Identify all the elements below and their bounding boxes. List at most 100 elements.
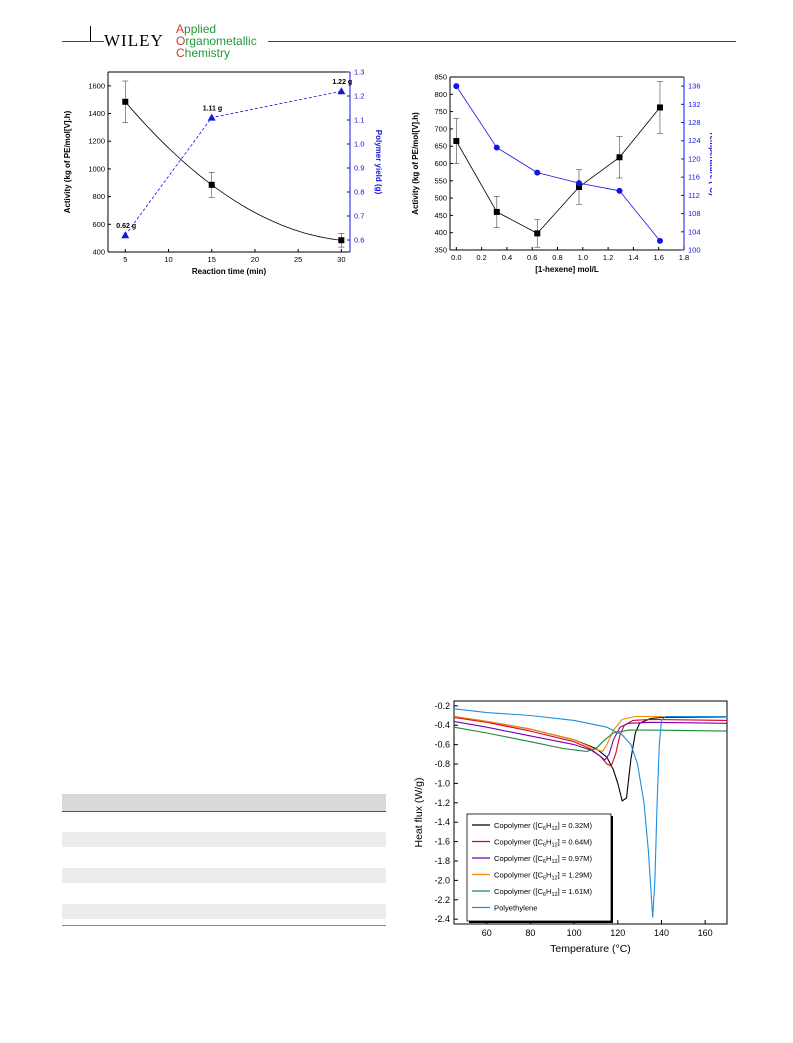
journal-line-1: Applied	[176, 22, 217, 36]
y2-tick-label: 0.9	[354, 164, 364, 173]
y-tick-label: 450	[434, 211, 447, 220]
series-line	[455, 107, 661, 234]
data-point-square	[493, 208, 500, 215]
y2-tick-label: 120	[688, 154, 701, 163]
journal-line-2: Organometallic	[176, 34, 257, 48]
y2-tick-label: 1.0	[354, 140, 364, 149]
x-tick-label: 15	[208, 255, 216, 264]
x-tick-label: 120	[610, 928, 625, 938]
series-line	[124, 90, 342, 236]
data-point-square	[576, 184, 583, 191]
chart-activity-vs-time: 5 10 15 20 25 30 400 600 800 1000 1200 1400 1600 0.6 0…	[63, 68, 383, 277]
header-rule-right	[268, 41, 736, 42]
legend-entry: Polyethylene	[494, 904, 537, 913]
y-tick-label: 550	[434, 176, 447, 185]
y-tick-label: 400	[434, 228, 447, 237]
x-tick-label: 5	[123, 255, 127, 264]
legend-entry: Copolymer ([C6H12] = 1.61M)	[494, 887, 592, 898]
journal-header: WILEY Applied Organometallic Chemistry	[0, 0, 793, 60]
y2-tick-label: 0.8	[354, 188, 364, 197]
y-tick-label: 1600	[88, 81, 105, 90]
header-rule-left	[62, 41, 104, 42]
series-line	[453, 715, 728, 752]
y2-tick-label: 1.3	[354, 68, 364, 77]
data-label: 0.62 g	[116, 223, 136, 230]
y-tick-label: 1000	[88, 164, 105, 173]
y2-tick-label: 1.1	[354, 116, 364, 125]
y-tick-label: -1.2	[434, 798, 450, 808]
x-tick-label: 0.4	[502, 253, 512, 262]
data-point-square	[616, 154, 623, 161]
data-point-triangle	[337, 87, 346, 95]
x-tick-label: 140	[654, 928, 669, 938]
y-tick-label: 500	[434, 194, 447, 203]
plot-frame	[453, 700, 728, 925]
legend-entry: Copolymer ([C6H12] = 0.32M)	[494, 821, 592, 832]
x-tick-label: 0.0	[451, 253, 461, 262]
x-tick-label: 0.6	[527, 253, 537, 262]
y-tick-label: -1.4	[434, 817, 450, 827]
y-tick-label: -2.2	[434, 895, 450, 905]
data-point-circle	[453, 83, 460, 90]
y2-tick-label: 124	[688, 136, 701, 145]
y2-tick-label: 1.2	[354, 92, 364, 101]
y-tick-label: 800	[434, 90, 447, 99]
data-point-circle	[493, 144, 500, 151]
y2-tick-label: 0.7	[354, 212, 364, 221]
y-tick-label: -0.6	[434, 740, 450, 750]
y-tick-label: 800	[92, 192, 105, 201]
data-label: 1.22 g	[332, 79, 352, 86]
data-point-square	[208, 181, 215, 188]
journal-name: Applied Organometallic Chemistry	[176, 23, 257, 59]
y2-tick-label: 128	[688, 118, 701, 127]
series-line	[455, 85, 661, 242]
legend-entry: Copolymer ([C6H12] = 0.64M)	[494, 838, 592, 849]
y-tick-label: -1.0	[434, 778, 450, 788]
y2-axis-label: Polymer yield (g)	[374, 130, 383, 195]
y-tick-label: -2.4	[434, 914, 450, 924]
table-row-band	[62, 832, 386, 847]
table-stub	[62, 794, 386, 926]
data-point-circle	[656, 237, 663, 244]
x-axis-label: [1-hexene] mol/L	[535, 265, 599, 274]
x-tick-label: 60	[482, 928, 492, 938]
data-point-square	[534, 230, 541, 237]
y-tick-label: 600	[92, 220, 105, 229]
y2-tick-label: 116	[688, 173, 700, 182]
y-tick-label: 1400	[88, 109, 105, 118]
table-bottom-rule	[62, 925, 386, 926]
data-point-square	[338, 237, 345, 244]
data-point-circle	[616, 187, 623, 194]
data-point-square	[453, 138, 460, 145]
x-tick-label: 160	[698, 928, 713, 938]
x-tick-label: 1.8	[679, 253, 689, 262]
data-point-triangle	[207, 113, 216, 121]
journal-line-3: Chemistry	[176, 46, 231, 60]
y-tick-label: 850	[434, 73, 447, 82]
y2-axis-label: Temperature (°C)	[708, 131, 712, 196]
x-axis-label: Temperature (°C)	[550, 943, 631, 955]
legend-box	[466, 813, 612, 922]
publisher-logo: WILEY	[104, 31, 164, 50]
y-tick-label: 350	[434, 246, 447, 255]
y-tick-label: 700	[434, 124, 447, 133]
y-tick-label: 650	[434, 142, 447, 151]
y-axis-label: Activity (kg of PE/mol[V].h)	[412, 112, 420, 215]
y-tick-label: -1.6	[434, 837, 450, 847]
chart-dsc-heat-flux: 60 80 100 120 140 160 -0.2 -0.4 -0.6 -0.8 -1.0 -1.2…	[413, 700, 728, 955]
x-axis-label: Reaction time (min)	[192, 267, 267, 276]
x-tick-label: 1.0	[578, 253, 588, 262]
y-axis-label: Heat flux (W/g)	[413, 777, 425, 847]
series-line	[453, 716, 728, 767]
x-tick-label: 1.2	[603, 253, 613, 262]
y-tick-label: -1.8	[434, 856, 450, 866]
y-axis-label: Activity (kg of PE/mol[V].h)	[63, 110, 72, 213]
x-tick-label: 1.6	[653, 253, 663, 262]
y2-tick-label: 112	[688, 191, 700, 200]
legend-entry: Copolymer ([C6H12] = 1.29M)	[494, 871, 592, 882]
y-tick-label: -0.8	[434, 759, 450, 769]
y-tick-label: 400	[92, 248, 105, 257]
table-row-band	[62, 904, 386, 919]
x-tick-label: 0.2	[476, 253, 486, 262]
x-tick-label: 0.8	[552, 253, 562, 262]
